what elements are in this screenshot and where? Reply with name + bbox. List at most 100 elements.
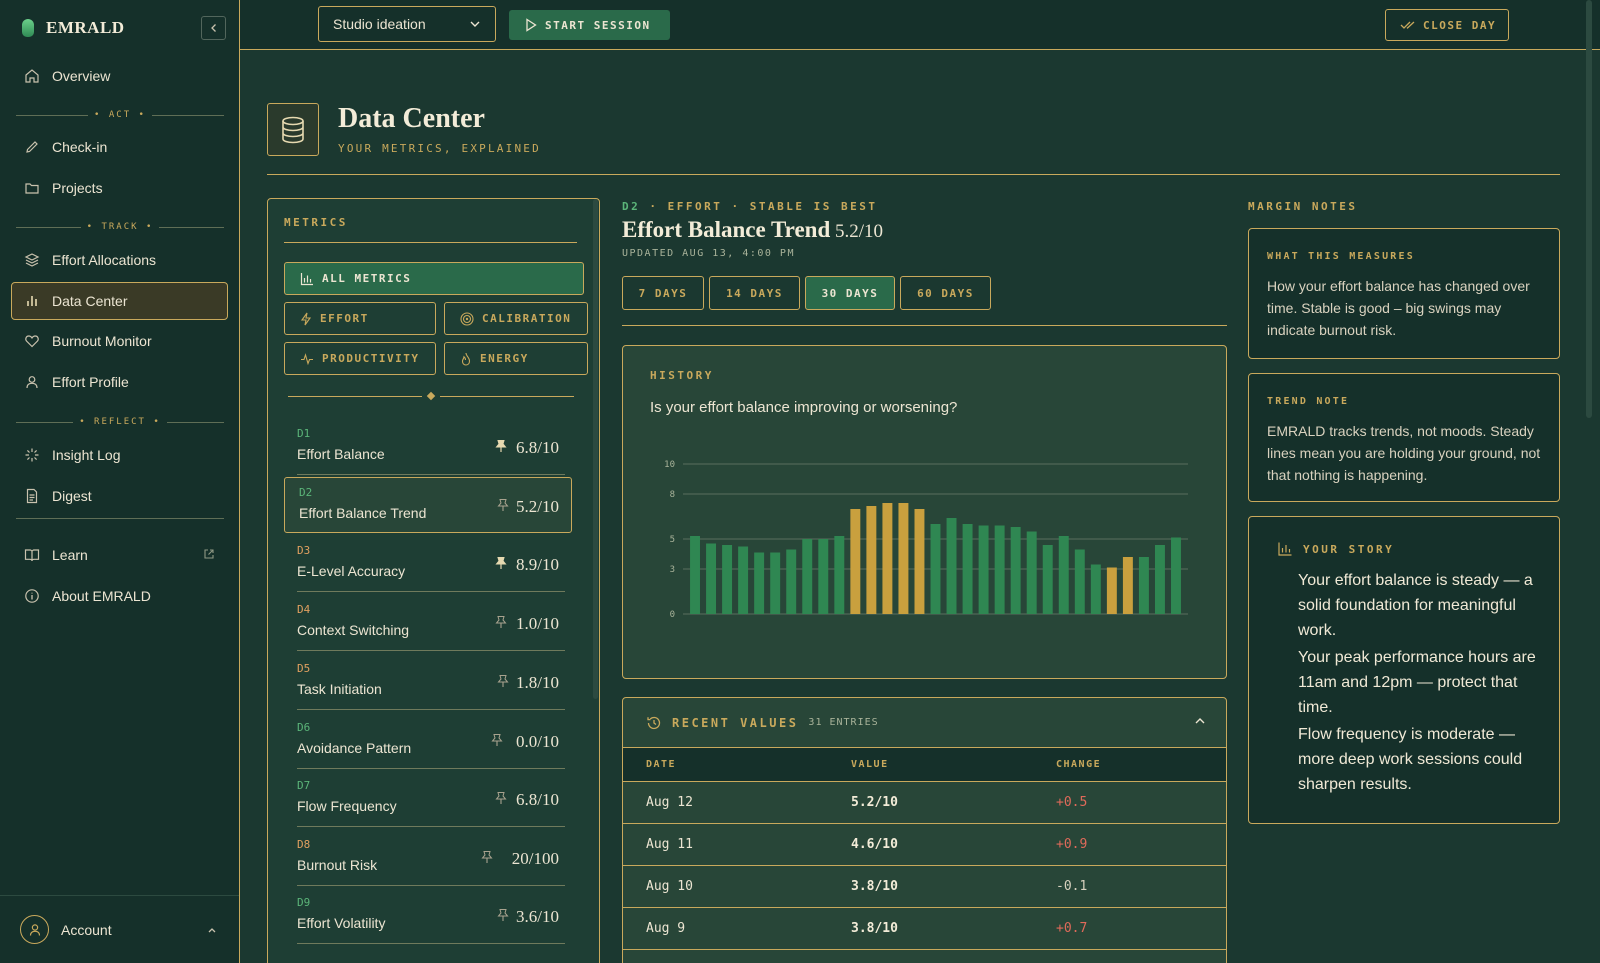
bar-chart-icon [27,296,37,306]
metric-item-d8[interactable]: D8 Burnout Risk 20/100 [283,830,571,886]
pin-icon[interactable] [481,850,493,864]
chart-bar[interactable] [1138,557,1149,614]
chart-bar[interactable] [1106,567,1117,615]
pin-icon[interactable] [495,615,507,629]
metric-item-d1[interactable]: D1 Effort Balance 6.8/10 [283,419,571,475]
flame-icon [461,352,471,366]
what-this-measures-card: WHAT THIS MEASURES How your effort balan… [1248,228,1560,359]
filter-label: EFFORT [320,312,369,325]
sidebar-item-effort-profile[interactable]: Effort Profile [11,363,228,401]
brand[interactable]: EMRALD [22,16,125,40]
metrics-scrollbar[interactable] [593,199,598,699]
filter-label: ALL METRICS [322,272,412,285]
filter-label: CALIBRATION [482,312,572,325]
chart-bar[interactable] [818,539,829,614]
pin-filled-icon[interactable] [495,556,507,570]
sidebar-item-digest[interactable]: Digest [11,477,228,515]
sidebar-item-about[interactable]: About EMRALD [11,577,228,615]
metric-name: Context Switching [297,622,410,638]
range-60-days[interactable]: 60 DAYS [900,276,991,310]
chart-bar[interactable] [994,525,1005,615]
folder-icon [25,183,39,194]
metric-name: Effort Balance [297,446,385,462]
filter-effort[interactable]: EFFORT [284,302,436,335]
y-tick-label: 3 [670,565,675,575]
account-menu[interactable]: Account [0,895,239,963]
chevron-down-icon [470,21,480,27]
chart-bar[interactable] [1010,527,1021,614]
metric-item-d4[interactable]: D4 Context Switching 1.0/10 [283,595,571,651]
chart-bar[interactable] [946,518,957,614]
chart-bar[interactable] [882,503,893,614]
chart-bar[interactable] [754,552,765,615]
filter-energy[interactable]: ENERGY [444,342,588,375]
chart-bar[interactable] [1090,564,1101,615]
chart-bar[interactable] [834,536,845,614]
chart-bar[interactable] [850,509,861,614]
start-session-button[interactable]: START SESSION [509,10,670,40]
sidebar-item-burnout-monitor[interactable]: Burnout Monitor [11,322,228,360]
range-30-days[interactable]: 30 DAYS [805,276,895,310]
close-day-button[interactable]: CLOSE DAY [1385,9,1509,41]
recent-values-count: 31 ENTRIES [808,717,879,728]
range-7-days[interactable]: 7 DAYS [622,276,704,310]
story-paragraph: Your effort balance is steady — a solid … [1298,572,1533,639]
chart-bar[interactable] [1074,549,1085,615]
chart-bar[interactable] [866,506,877,614]
section-divider-track: • TRACK • [16,221,224,233]
chart-bar[interactable] [1026,531,1037,615]
sidebar-item-learn[interactable]: Learn [11,536,228,574]
sidebar-item-effort-allocations[interactable]: Effort Allocations [11,241,228,279]
pin-icon[interactable] [497,498,509,512]
recent-values-panel: RECENT VALUES 31 ENTRIES DATE VALUE CHAN… [622,697,1227,963]
recent-values-header[interactable]: RECENT VALUES 31 ENTRIES [623,698,1226,747]
chart-bar[interactable] [914,509,925,614]
sidebar-item-projects[interactable]: Projects [11,169,228,207]
metric-item-d7[interactable]: D7 Flow Frequency 6.8/10 [283,771,571,827]
sidebar-item-overview[interactable]: Overview [11,57,228,95]
metric-value: 1.0/10 [516,614,559,633]
filter-all-metrics[interactable]: ALL METRICS [284,262,584,295]
chart-bar[interactable] [930,524,941,614]
chart-bar[interactable] [978,525,989,615]
chart-bar[interactable] [1058,536,1069,614]
pin-icon[interactable] [491,733,503,747]
sidebar-item-label: Learn [52,547,88,563]
metric-item-d5[interactable]: D5 Task Initiation 1.8/10 [283,654,571,710]
chart-bar[interactable] [962,524,973,614]
chart-bar[interactable] [898,503,909,614]
collapse-sidebar-button[interactable] [201,16,226,40]
filter-productivity[interactable]: PRODUCTIVITY [284,342,436,375]
chevron-up-icon[interactable] [1194,716,1206,726]
pin-icon[interactable] [497,674,509,688]
cell-change: +0.7 [1056,921,1088,936]
table-row: Aug 12 5.2/10 +0.5 [623,782,1226,824]
metric-item-d3[interactable]: D3 E-Level Accuracy 8.9/10 [283,536,571,592]
sidebar-item-checkin[interactable]: Check-in [11,128,228,166]
chart-bar[interactable] [1122,557,1133,614]
sidebar-item-insight-log[interactable]: Insight Log [11,436,228,474]
chart-bar[interactable] [786,549,797,615]
chart-bar[interactable] [722,545,733,614]
chart-bar[interactable] [690,536,700,614]
filter-label: PRODUCTIVITY [322,352,420,365]
metric-item-d2[interactable]: D2 Effort Balance Trend 5.2/10 [284,477,572,533]
pin-icon[interactable] [495,791,507,805]
metric-item-d9[interactable]: D9 Effort Volatility 3.6/10 [283,888,571,944]
chart-bar[interactable] [770,552,781,615]
project-select[interactable]: Studio ideation [318,6,496,42]
chart-bar[interactable] [1171,537,1181,615]
filter-calibration[interactable]: CALIBRATION [444,302,588,335]
range-14-days[interactable]: 14 DAYS [709,276,800,310]
pin-icon[interactable] [497,908,509,922]
chart-bar[interactable] [802,539,813,614]
chart-bar[interactable] [738,546,749,615]
chart-bar[interactable] [706,543,717,615]
chart-bar[interactable] [1154,545,1165,614]
metric-item-d6[interactable]: D6 Avoidance Pattern 0.0/10 [283,713,571,769]
metric-value: 3.6/10 [516,907,559,926]
pin-filled-icon[interactable] [495,439,507,453]
sidebar-item-data-center[interactable]: Data Center [11,282,228,320]
chart-bar[interactable] [1042,545,1053,614]
page-scrollbar[interactable] [1586,0,1592,418]
